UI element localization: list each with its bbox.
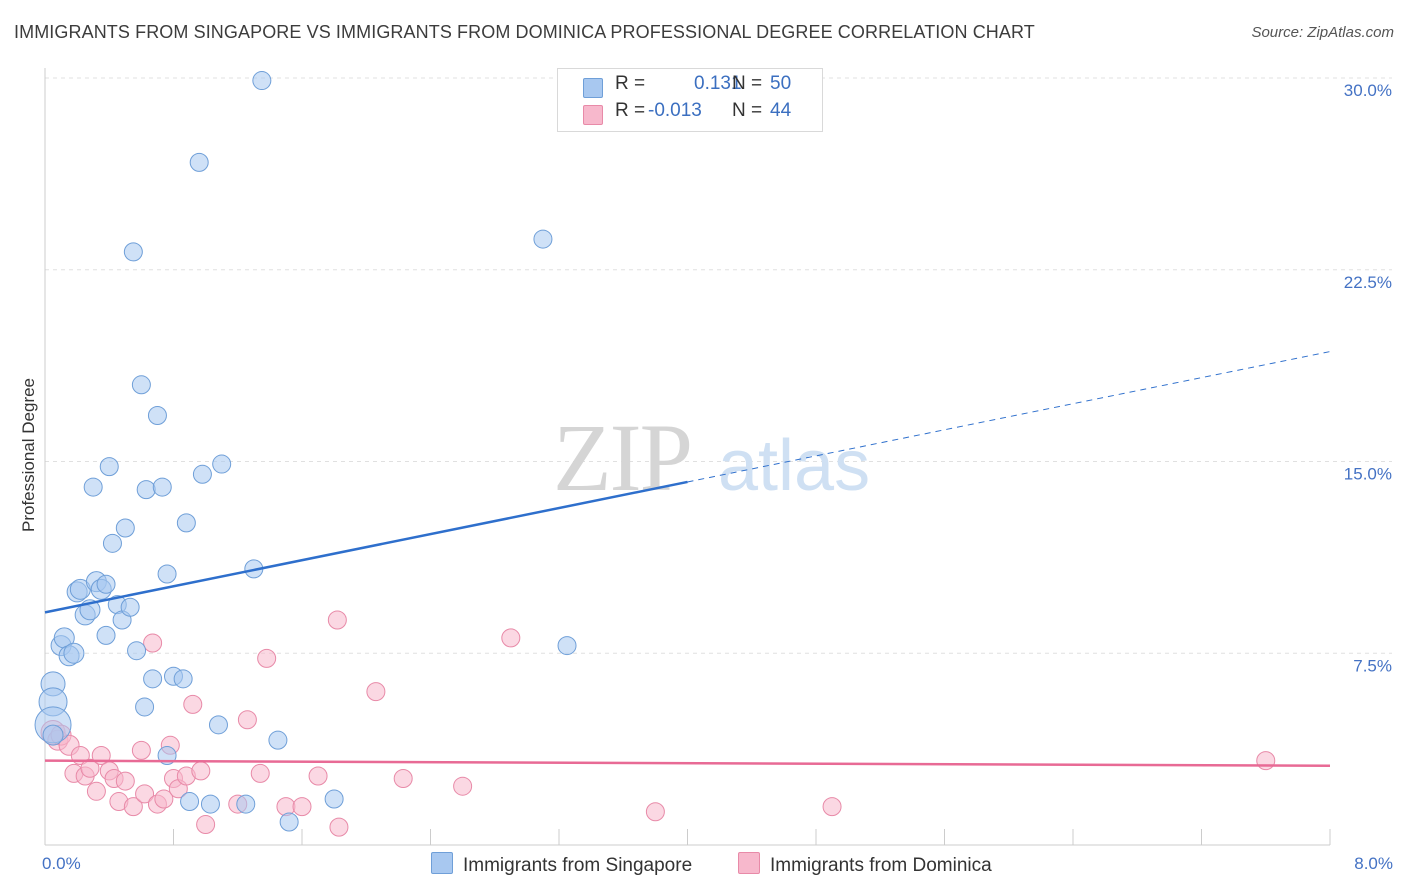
singapore-point bbox=[143, 669, 163, 689]
legend-n-value-singapore: 50 bbox=[770, 73, 792, 94]
legend-n-label: N = bbox=[732, 73, 763, 94]
dominica-point bbox=[237, 710, 257, 730]
dominica-point bbox=[154, 789, 174, 809]
singapore-point bbox=[131, 375, 151, 395]
singapore-point bbox=[83, 477, 103, 497]
watermark-atlas: atlas bbox=[718, 426, 870, 506]
singapore-point bbox=[279, 812, 299, 832]
dominica-point bbox=[183, 694, 203, 714]
singapore-points bbox=[34, 71, 577, 832]
singapore-point bbox=[96, 574, 116, 594]
dominica-point bbox=[308, 766, 328, 786]
singapore-point bbox=[236, 794, 256, 814]
y-tick-label: 7.5% bbox=[1353, 656, 1392, 675]
dominica-point bbox=[393, 769, 413, 789]
y-axis-title: Professional Degree bbox=[19, 378, 38, 532]
singapore-point bbox=[135, 697, 155, 717]
singapore-point bbox=[200, 794, 220, 814]
x-tick-label: 0.0% bbox=[42, 854, 81, 873]
dominica-swatch-icon bbox=[738, 852, 760, 874]
singapore-point bbox=[173, 669, 193, 689]
singapore-point bbox=[120, 597, 140, 617]
singapore-point bbox=[115, 518, 135, 538]
singapore-point bbox=[102, 533, 122, 553]
dominica-point bbox=[80, 758, 100, 778]
legend-label-dominica: Immigrants from Dominica bbox=[770, 855, 992, 876]
trend-lines bbox=[44, 351, 1331, 767]
singapore-point bbox=[147, 405, 167, 425]
chart-title: IMMIGRANTS FROM SINGAPORE VS IMMIGRANTS … bbox=[14, 22, 1035, 42]
singapore-point bbox=[268, 730, 288, 750]
singapore-point bbox=[557, 636, 577, 656]
dominica-point bbox=[250, 763, 270, 783]
singapore-swatch bbox=[583, 78, 603, 98]
y-tick-label: 22.5% bbox=[1344, 273, 1392, 292]
singapore-point bbox=[324, 789, 344, 809]
dominica-point bbox=[196, 815, 216, 835]
dominica-point bbox=[123, 797, 143, 817]
legend-r-value-singapore: 0.131 bbox=[694, 73, 742, 94]
singapore-point bbox=[533, 229, 553, 249]
singapore-trend-line bbox=[44, 480, 688, 614]
dominica-point bbox=[366, 682, 386, 702]
legend-r-label: R = bbox=[615, 73, 646, 94]
dominica-point bbox=[292, 797, 312, 817]
legend-n-value-dominica: 44 bbox=[770, 100, 792, 121]
singapore-point bbox=[123, 242, 143, 262]
singapore-point bbox=[208, 715, 228, 735]
dominica-point bbox=[329, 817, 349, 837]
y-tick-label: 30.0% bbox=[1344, 81, 1392, 100]
legend-row-singapore: R = 0.131 N = 50 bbox=[558, 73, 822, 101]
singapore-point bbox=[99, 457, 119, 477]
singapore-point bbox=[212, 454, 232, 474]
singapore-point bbox=[192, 464, 212, 484]
singapore-point bbox=[252, 71, 272, 91]
dominica-point bbox=[191, 761, 211, 781]
singapore-point bbox=[42, 724, 64, 746]
dominica-point bbox=[131, 740, 151, 760]
y-tick-label: 15.0% bbox=[1344, 465, 1392, 484]
singapore-point bbox=[157, 564, 177, 584]
singapore-point bbox=[63, 642, 85, 664]
dominica-point bbox=[86, 781, 106, 801]
dominica-point bbox=[501, 628, 521, 648]
singapore-point bbox=[189, 152, 209, 172]
correlation-legend: R = 0.131 N = 50 R = -0.013 N = 44 bbox=[557, 68, 823, 132]
dominica-point bbox=[135, 784, 155, 804]
dominica-point bbox=[115, 771, 135, 791]
dominica-point bbox=[1256, 751, 1276, 771]
watermark-zip: ZIP bbox=[553, 404, 691, 511]
singapore-point bbox=[127, 641, 147, 661]
singapore-point bbox=[176, 513, 196, 533]
dominica-point bbox=[327, 610, 347, 630]
legend-item-dominica: Immigrants from Dominica bbox=[738, 852, 992, 877]
dominica-point bbox=[143, 633, 163, 653]
legend-r-label: R = bbox=[615, 100, 646, 121]
singapore-point bbox=[96, 625, 116, 645]
legend-item-singapore: Immigrants from Singapore bbox=[431, 852, 692, 877]
dominica-trend-line bbox=[44, 759, 1331, 767]
watermark: ZIP atlas bbox=[553, 404, 870, 511]
singapore-point bbox=[152, 477, 172, 497]
dominica-point bbox=[257, 648, 277, 668]
x-tick-label: 8.0% bbox=[1354, 854, 1393, 873]
legend-row-dominica: R = -0.013 N = 44 bbox=[558, 100, 822, 128]
source-credit: Source: ZipAtlas.com bbox=[1251, 24, 1394, 41]
dominica-point bbox=[276, 797, 296, 817]
singapore-swatch-icon bbox=[431, 852, 453, 874]
legend-label-singapore: Immigrants from Singapore bbox=[463, 855, 693, 876]
dominica-point bbox=[645, 802, 665, 822]
singapore-point bbox=[136, 480, 156, 500]
tick-labels: 7.5% 15.0% 22.5% 30.0% 0.0% 8.0% bbox=[42, 81, 1393, 873]
dominica-point bbox=[453, 776, 473, 796]
singapore-point bbox=[180, 792, 200, 812]
legend-r-value-dominica: -0.013 bbox=[648, 100, 702, 121]
dominica-point bbox=[822, 797, 842, 817]
dominica-swatch bbox=[583, 105, 603, 125]
legend-n-label: N = bbox=[732, 100, 763, 121]
